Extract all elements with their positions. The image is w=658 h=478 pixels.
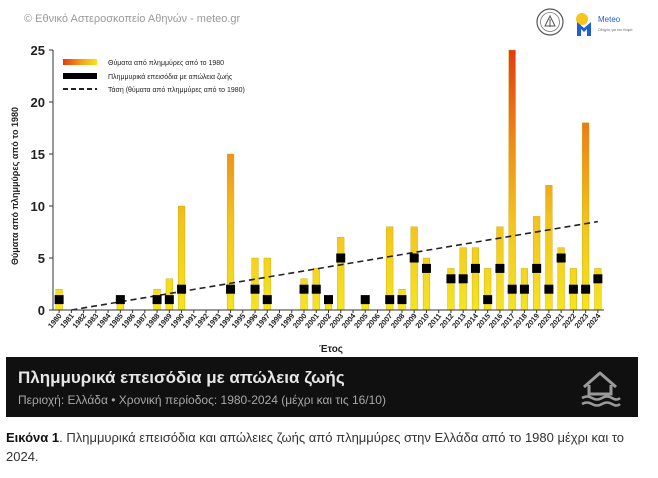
episode-marker (409, 253, 419, 263)
flood-house-icon (581, 371, 621, 407)
observatory-seal-icon (536, 8, 564, 36)
episode-marker (507, 284, 517, 294)
episode-marker (299, 284, 309, 294)
meteo-logo: Meteo Οδηγός για τον Καιρό (576, 13, 632, 36)
episode-marker (446, 274, 456, 284)
logo-tagline: Οδηγός για τον Καιρό (598, 28, 632, 32)
banner: Πλημμυρικά επεισόδια με απώλεια ζωής Περ… (6, 357, 638, 417)
y-tick-label: 20 (31, 95, 45, 110)
bar (337, 236, 345, 311)
trend-line (71, 220, 599, 311)
logo-name: Meteo (598, 15, 621, 24)
episode-marker (262, 295, 272, 305)
legend-label-marker: Πλημμυρικά επεισόδια με απώλεια ζωής (108, 73, 233, 81)
bar (177, 205, 186, 311)
y-tick-label: 10 (31, 199, 45, 214)
caption-label: Εικόνα 1 (6, 430, 60, 445)
x-axis: 1980198119821983198419851986198719881989… (46, 309, 604, 330)
y-axis: 0 5 10 15 20 25 (31, 43, 54, 318)
banner-subtitle: Περιοχή: Ελλάδα • Χρονική περίοδος: 1980… (18, 393, 386, 407)
episode-marker (360, 295, 370, 305)
episode-marker (397, 295, 407, 305)
episode-marker (421, 263, 431, 273)
bar (471, 247, 480, 311)
bar (582, 122, 590, 311)
episode-marker (311, 284, 321, 294)
episode-marker (532, 263, 542, 273)
episode-marker (336, 253, 346, 263)
episode-marker (519, 284, 529, 294)
y-tick-label: 5 (38, 251, 45, 266)
legend-swatch-marker (63, 73, 97, 79)
episode-marker (250, 284, 260, 294)
bar (533, 216, 541, 311)
bar (410, 226, 418, 311)
episode-marker (581, 284, 591, 294)
episode-marker (470, 263, 480, 273)
legend-swatch-bar (63, 59, 97, 65)
flood-chart: 0 5 10 15 20 25 19801981198219831984198519861… (10, 43, 604, 354)
episode-marker (164, 295, 174, 305)
episode-marker (226, 284, 236, 294)
y-tick-label: 15 (31, 147, 45, 162)
bar (251, 257, 259, 311)
x-tick-label: 2024 (585, 311, 603, 330)
bar (508, 49, 516, 311)
banner-title: Πλημμυρικά επεισόδια με απώλεια ζωής (18, 368, 345, 387)
episode-marker (483, 295, 493, 305)
episode-marker (152, 295, 162, 305)
copyright-text: © Εθνικό Αστεροσκοπείο Αθηνών - meteo.gr (24, 13, 241, 25)
episode-marker (324, 295, 333, 305)
header-logos: Meteo Οδηγός για τον Καιρό (536, 8, 654, 40)
caption-text: . Πλημμυρικά επεισόδια και απώλειες ζωής… (6, 430, 625, 464)
episode-marker (177, 284, 187, 294)
episode-marker (568, 284, 578, 294)
y-tick-label: 0 (38, 303, 45, 318)
episode-marker (556, 253, 566, 263)
episode-marker (115, 295, 125, 305)
markers (54, 253, 603, 305)
figure-caption: Εικόνα 1. Πλημμυρικά επεισόδια και απώλε… (6, 428, 651, 466)
bar (300, 278, 308, 311)
episode-marker (544, 284, 554, 294)
episode-marker (495, 263, 505, 273)
legend: Θύματα από πλημμύρες από το 1980 Πλημμυρ… (63, 59, 245, 94)
episode-marker (385, 295, 395, 305)
legend-label-trend: Τάση (θύματα από πλημμύρες από το 1980) (108, 86, 245, 94)
bar (165, 278, 173, 311)
episode-marker (54, 295, 64, 305)
y-tick-label: 25 (31, 43, 45, 58)
episode-marker (458, 274, 468, 284)
episode-marker (593, 274, 603, 284)
x-axis-label: Έτος (319, 344, 343, 354)
y-axis-label: Θύματα από πλημμύρες από το 1980 (10, 107, 20, 265)
legend-label-bar: Θύματα από πλημμύρες από το 1980 (108, 59, 224, 67)
trend-layer (71, 220, 599, 311)
